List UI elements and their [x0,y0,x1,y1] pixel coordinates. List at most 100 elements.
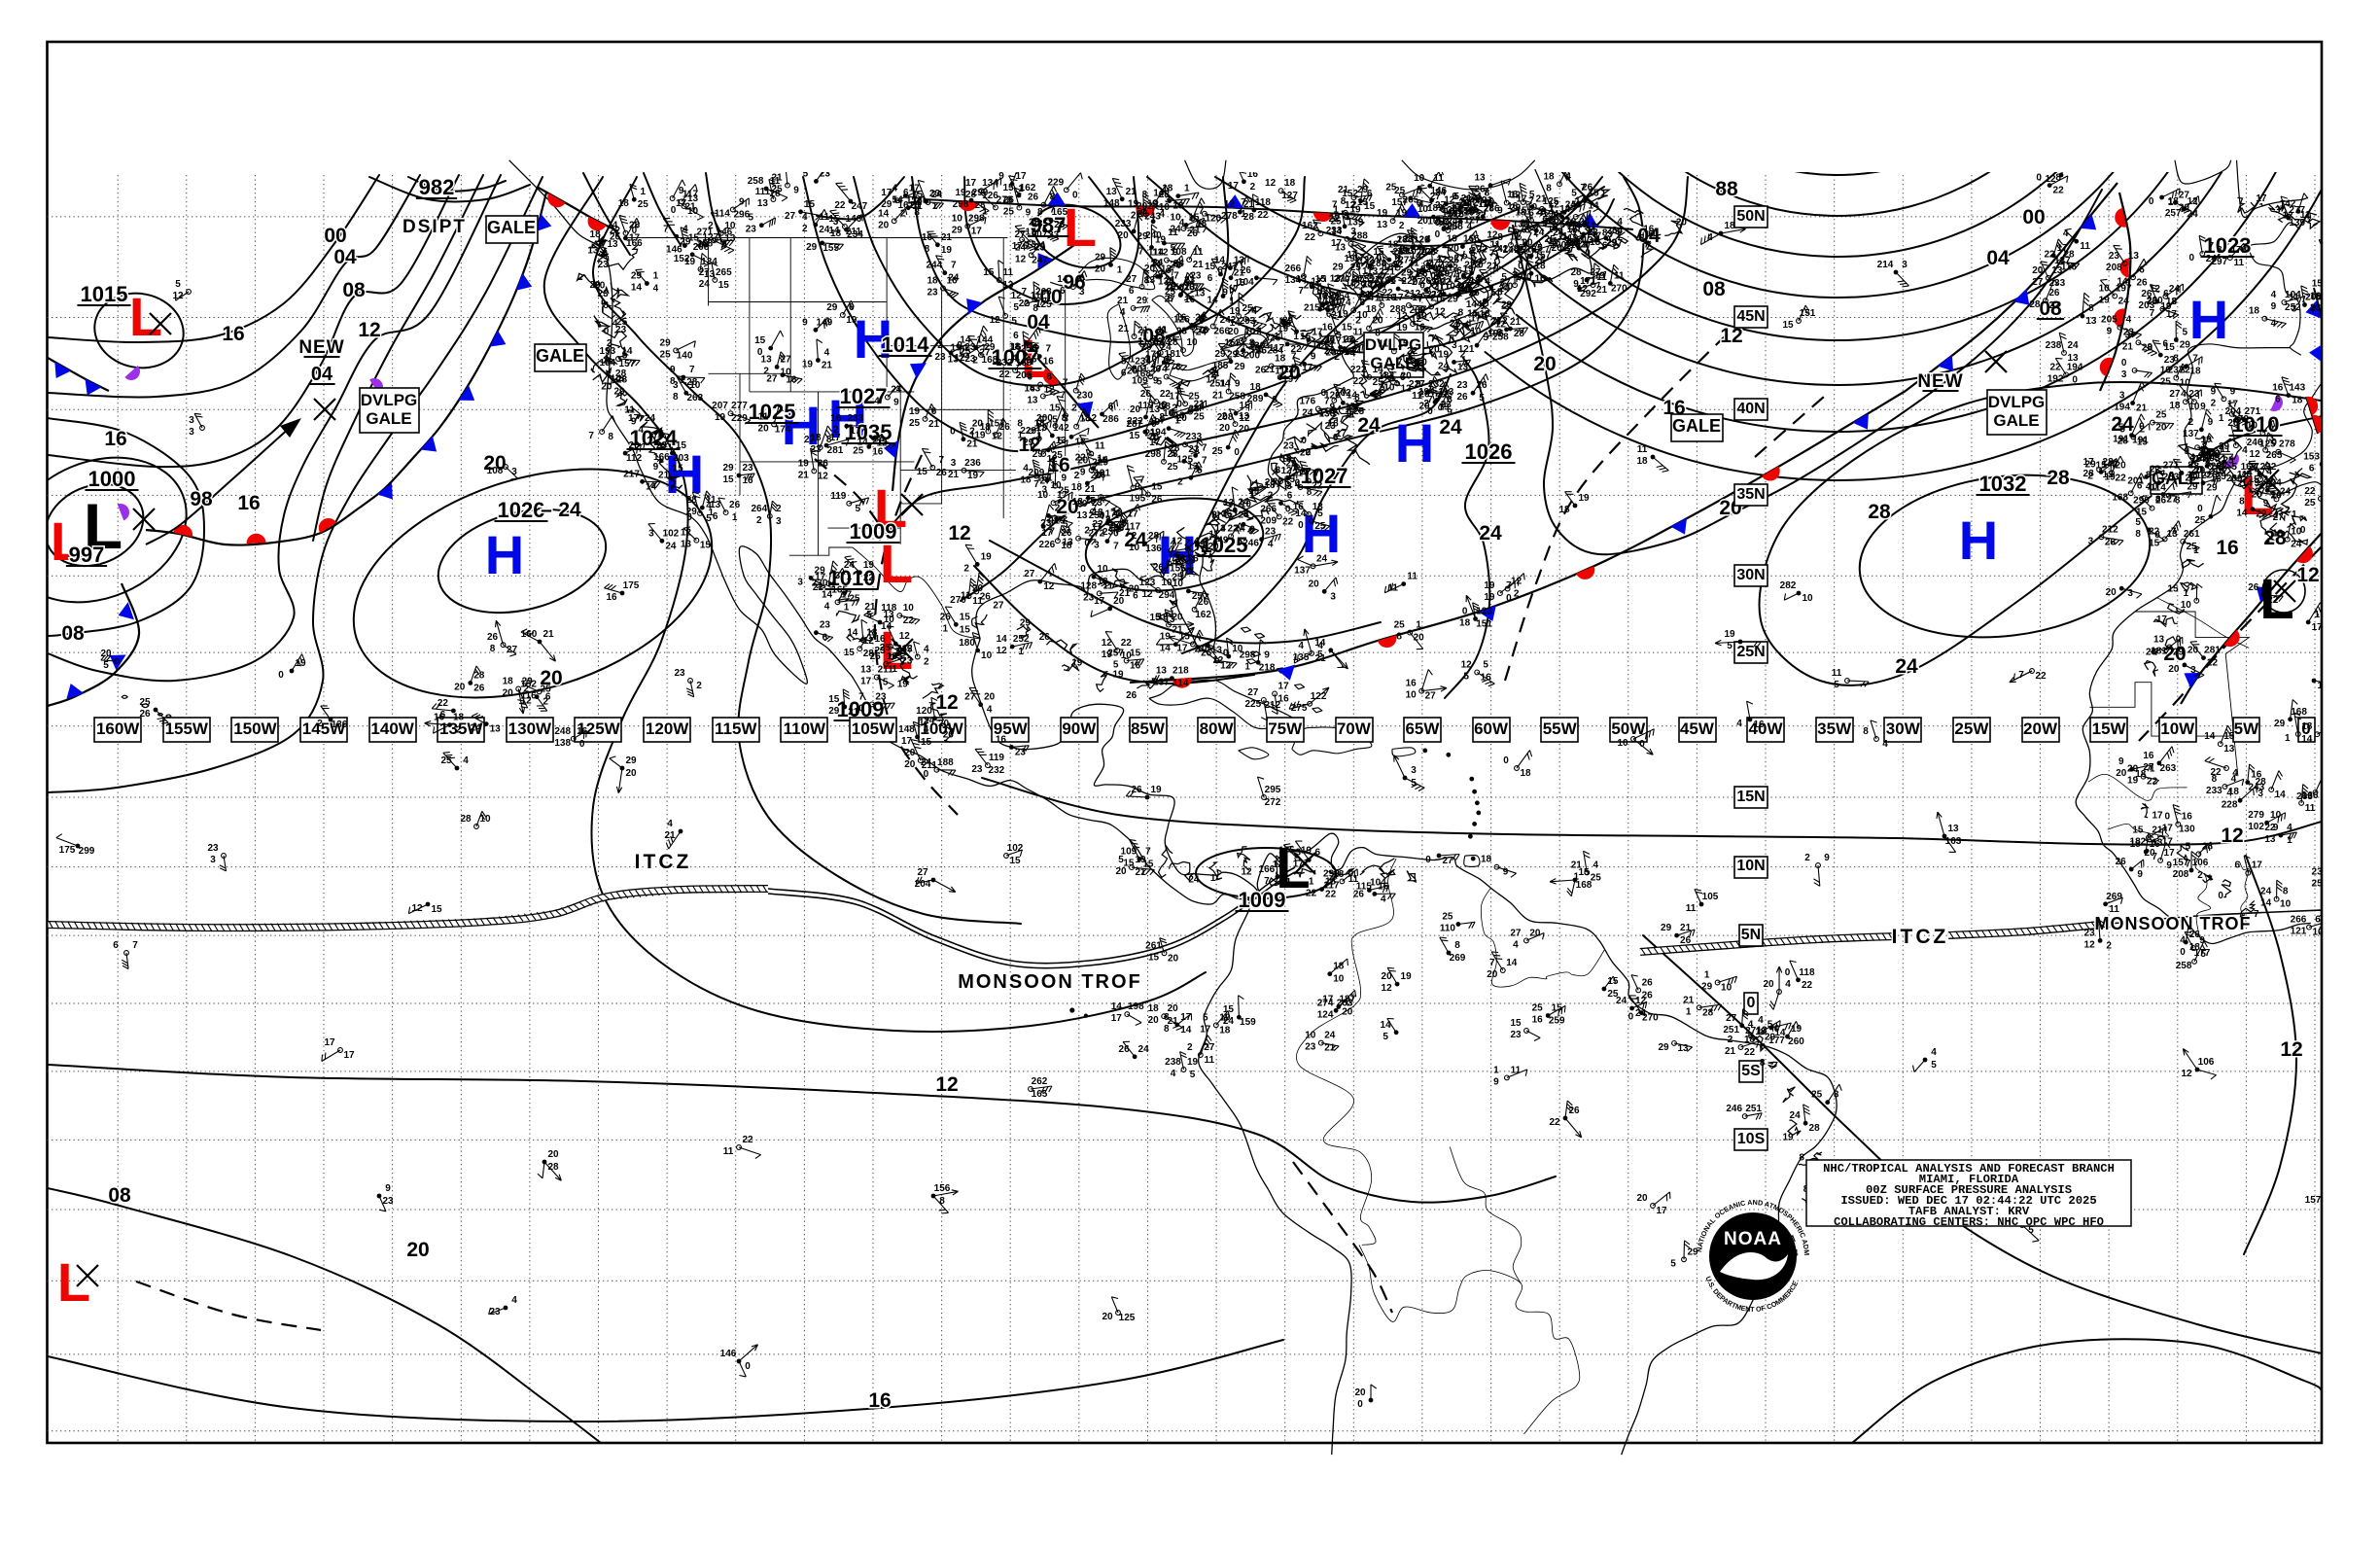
svg-text:120: 120 [1324,390,1341,401]
svg-text:23: 23 [2109,251,2120,262]
svg-text:14: 14 [1506,958,1518,968]
svg-text:9: 9 [2211,386,2217,397]
svg-text:23: 23 [2123,328,2135,338]
svg-text:10: 10 [1444,207,1455,218]
svg-text:121: 121 [2291,927,2307,937]
svg-text:19: 19 [1567,233,1579,244]
svg-text:18: 18 [866,627,878,638]
svg-text:12: 12 [411,903,423,914]
svg-text:26: 26 [1188,553,1200,564]
svg-text:19: 19 [897,680,909,690]
svg-text:24: 24 [558,499,581,521]
svg-text:12: 12 [1461,659,1473,670]
svg-text:1: 1 [1117,264,1123,275]
svg-text:208: 208 [693,242,710,253]
svg-text:5: 5 [1483,659,1488,670]
svg-text:1: 1 [1229,297,1235,307]
svg-text:13: 13 [1312,502,1324,512]
svg-text:29: 29 [984,342,996,353]
svg-text:11: 11 [1205,1055,1215,1066]
svg-text:7: 7 [1427,395,1433,405]
svg-text:14: 14 [1230,318,1242,329]
svg-text:157: 157 [1534,250,1551,261]
svg-text:8: 8 [1546,183,1552,193]
svg-text:165: 165 [1051,207,1068,218]
svg-text:116: 116 [521,690,538,701]
svg-text:20: 20 [758,423,770,434]
svg-text:20: 20 [1095,263,1106,274]
svg-text:22: 22 [1440,277,1452,288]
svg-text:2: 2 [1250,182,1256,193]
svg-text:106: 106 [2192,858,2209,868]
svg-text:11: 11 [1353,328,1364,338]
svg-text:16: 16 [1328,419,1340,430]
svg-text:13: 13 [2264,834,2276,845]
svg-text:04: 04 [1986,247,2010,269]
svg-text:27: 27 [1425,691,1437,702]
svg-text:0: 0 [579,739,585,750]
svg-text:188: 188 [937,757,954,768]
svg-text:29: 29 [2187,482,2198,493]
svg-text:230: 230 [1076,391,1093,402]
svg-text:5: 5 [2183,328,2188,338]
svg-text:110: 110 [1440,924,1456,934]
svg-text:284: 284 [1267,345,1283,356]
svg-text:113: 113 [1438,387,1454,398]
svg-text:16: 16 [830,413,842,424]
svg-text:5: 5 [1931,1060,1937,1071]
svg-text:20: 20 [1636,1193,1648,1204]
svg-text:0: 0 [1285,504,1291,514]
svg-text:23: 23 [1265,527,1277,538]
svg-text:18: 18 [1072,497,1084,508]
svg-text:247: 247 [852,201,868,212]
svg-text:2: 2 [2106,940,2112,951]
svg-text:16: 16 [1025,384,1036,395]
svg-text:18: 18 [1196,219,1208,229]
svg-text:29: 29 [2180,340,2191,351]
svg-text:13: 13 [704,269,716,280]
svg-text:18: 18 [590,229,602,240]
svg-text:146: 146 [720,1349,737,1359]
svg-text:15: 15 [2132,825,2144,835]
svg-text:11: 11 [1348,874,1359,885]
svg-text:12: 12 [681,528,692,539]
svg-text:12: 12 [172,291,184,301]
svg-text:6: 6 [849,302,855,313]
svg-text:100: 100 [1550,240,1566,251]
svg-text:L: L [84,490,122,562]
svg-text:286: 286 [1102,414,1119,425]
svg-text:20: 20 [1150,365,1162,375]
svg-text:26: 26 [2155,496,2167,507]
svg-text:8: 8 [1250,339,1256,350]
svg-text:23: 23 [1040,518,1052,529]
svg-text:2: 2 [900,208,906,219]
svg-text:2: 2 [1351,200,1357,211]
svg-text:5: 5 [1052,414,1058,425]
svg-text:3: 3 [2172,297,2178,307]
svg-text:1025: 1025 [749,400,796,424]
svg-text:22: 22 [1312,480,1323,491]
svg-text:25: 25 [1194,412,1206,423]
svg-text:27: 27 [993,600,1004,611]
svg-text:202: 202 [1137,201,1153,212]
svg-text:GALE: GALE [1370,354,1416,372]
svg-text:0: 0 [1503,755,1509,766]
svg-text:26: 26 [936,468,948,478]
svg-text:0: 0 [1151,419,1157,430]
svg-text:19: 19 [1438,349,1450,360]
svg-text:4: 4 [2287,823,2292,833]
svg-text:16: 16 [1130,661,1141,672]
svg-text:12: 12 [1265,178,1277,189]
svg-text:22: 22 [1282,516,1294,527]
svg-text:5: 5 [1453,192,1459,202]
svg-text:20: 20 [1300,447,1312,458]
svg-text:271: 271 [1434,282,1451,293]
svg-text:18: 18 [830,228,842,239]
svg-text:24: 24 [891,385,902,396]
svg-text:218: 218 [1464,276,1481,287]
svg-text:5: 5 [1471,244,1477,255]
svg-text:20: 20 [601,382,612,393]
svg-text:243: 243 [1144,211,1161,222]
svg-text:11: 11 [1138,337,1148,348]
svg-text:228: 228 [2222,799,2238,810]
